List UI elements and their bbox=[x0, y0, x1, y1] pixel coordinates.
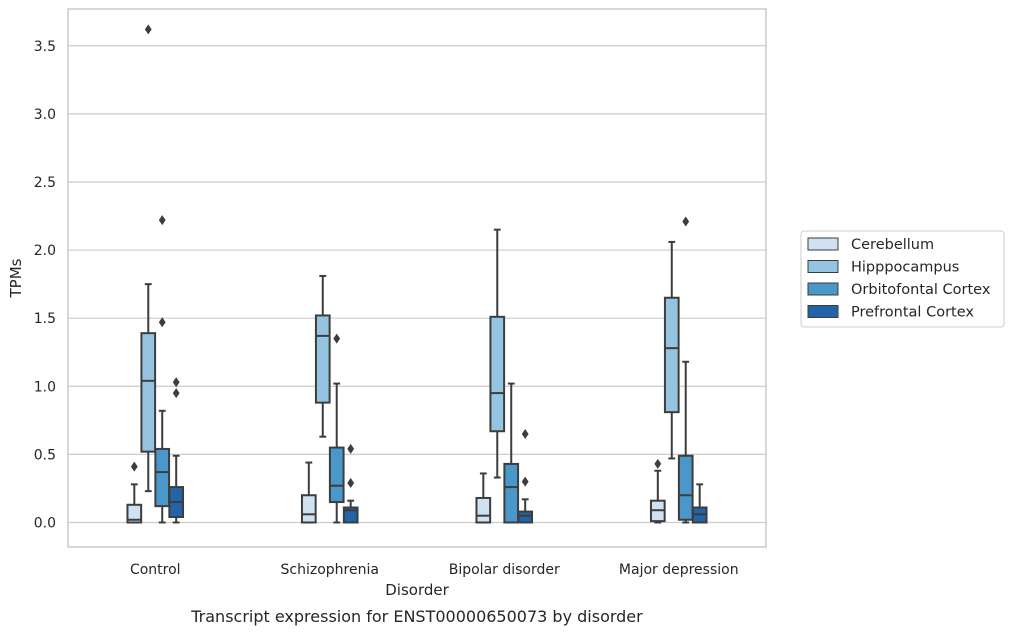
iqr-box bbox=[300, 494, 317, 524]
box-2-2 bbox=[503, 382, 520, 524]
box-0-3 bbox=[649, 458, 666, 524]
box-0-1 bbox=[300, 461, 317, 524]
plot-frame bbox=[67, 8, 767, 548]
iqr-box bbox=[677, 454, 694, 521]
box-1-2 bbox=[489, 228, 506, 479]
y-tick-label: 0.5 bbox=[34, 447, 56, 463]
y-tick-labels: 0.0 0.5 1.0 1.5 2.0 2.5 3.0 3.5 bbox=[34, 39, 56, 532]
iqr-box bbox=[328, 446, 345, 504]
outlier-marker bbox=[144, 24, 152, 35]
x-tick-label: Bipolar disorder bbox=[449, 562, 560, 578]
outlier-marker bbox=[158, 317, 166, 328]
y-tick-label: 2.5 bbox=[34, 175, 56, 191]
box-3-3 bbox=[691, 483, 708, 524]
iqr-box bbox=[475, 496, 492, 524]
iqr-box bbox=[314, 314, 331, 404]
outlier-marker bbox=[172, 388, 180, 399]
box-1-3 bbox=[663, 240, 680, 460]
legend-label: Hipppocampus bbox=[851, 260, 959, 276]
box-0-2 bbox=[475, 472, 492, 524]
legend-swatch bbox=[807, 237, 839, 251]
box-3-0 bbox=[168, 377, 185, 524]
x-tick-label: Schizophrenia bbox=[281, 562, 379, 578]
iqr-box bbox=[154, 447, 171, 508]
legend-label: Cerebellum bbox=[851, 237, 934, 253]
outlier-marker bbox=[172, 377, 180, 388]
legend-label: Orbitofontal Cortex bbox=[851, 282, 991, 298]
box-1-0 bbox=[140, 24, 157, 493]
outlier-marker bbox=[347, 477, 355, 488]
outlier-marker bbox=[130, 461, 138, 472]
box-0-0 bbox=[126, 461, 143, 524]
y-tick-label: 2.0 bbox=[34, 243, 56, 259]
box-2-1 bbox=[328, 333, 345, 524]
boxes bbox=[126, 24, 708, 524]
legend-swatch bbox=[807, 305, 839, 318]
box-3-1 bbox=[342, 443, 359, 524]
x-axis-label: Disorder bbox=[385, 581, 449, 599]
iqr-box bbox=[503, 462, 520, 524]
y-tick-label: 3.0 bbox=[34, 107, 56, 123]
iqr-box bbox=[126, 503, 143, 524]
legend-entries: Cerebellum Hipppocampus Orbitofontal Corte… bbox=[807, 237, 991, 321]
y-tick-label: 1.5 bbox=[34, 311, 56, 327]
x-tick-label: Major depression bbox=[619, 562, 739, 578]
iqr-box bbox=[140, 332, 157, 453]
chart-caption: Transcript expression for ENST0000065007… bbox=[190, 607, 643, 626]
outlier-marker bbox=[158, 215, 166, 226]
outlier-marker bbox=[654, 458, 662, 469]
y-axis-label: TPMs bbox=[7, 258, 25, 298]
iqr-box bbox=[342, 506, 359, 524]
legend-swatch bbox=[807, 260, 839, 273]
outlier-marker bbox=[521, 428, 529, 439]
outlier-marker bbox=[682, 216, 690, 227]
legend-swatch bbox=[807, 282, 839, 296]
box-3-2 bbox=[517, 428, 534, 524]
y-tick-label: 1.0 bbox=[34, 379, 56, 395]
outlier-marker bbox=[521, 476, 529, 487]
legend: Cerebellum Hipppocampus Orbitofontal Corte… bbox=[800, 230, 1005, 328]
x-tick-labels: Control Schizophrenia Bipolar disorder Majo… bbox=[130, 562, 739, 578]
y-tick-label: 0.0 bbox=[34, 515, 56, 531]
outlier-marker bbox=[333, 333, 341, 344]
box-2-3 bbox=[677, 216, 694, 524]
grid-lines bbox=[68, 45, 766, 524]
iqr-box bbox=[663, 296, 680, 414]
legend-frame bbox=[800, 230, 1005, 328]
outlier-marker bbox=[347, 443, 355, 454]
box-1-1 bbox=[314, 274, 331, 438]
legend-label: Prefrontal Cortex bbox=[851, 305, 974, 321]
iqr-box bbox=[517, 510, 534, 524]
box-2-0 bbox=[154, 215, 171, 524]
iqr-box bbox=[489, 315, 506, 433]
x-tick-label: Control bbox=[130, 562, 181, 578]
y-tick-label: 3.5 bbox=[34, 39, 56, 55]
